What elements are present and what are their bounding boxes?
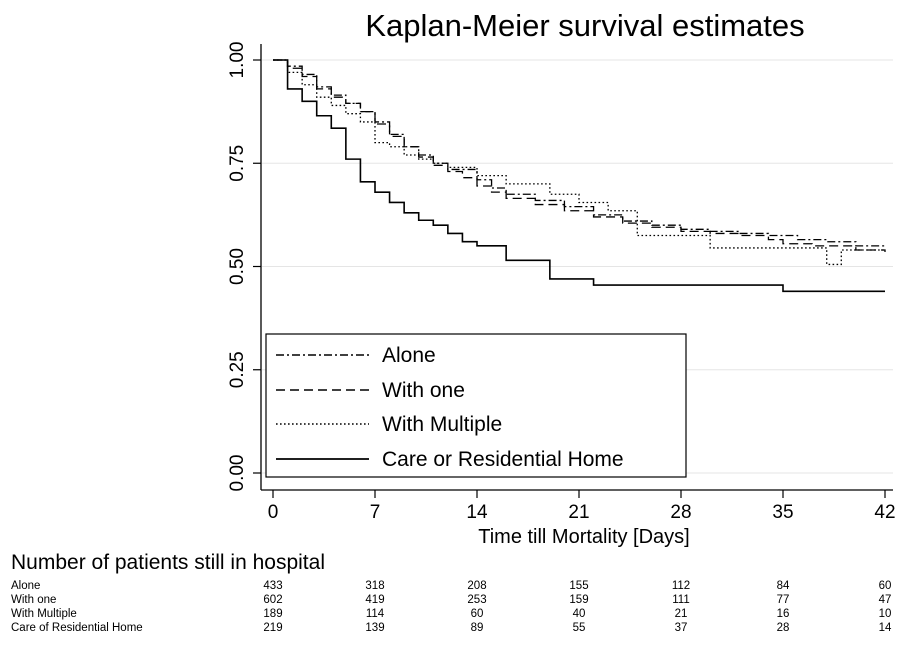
x-tick-label: 14: [466, 502, 488, 523]
km-chart: Kaplan-Meier survival estimates 0.00 0.25…: [227, 8, 896, 548]
y-tick-label: 1.00: [227, 42, 248, 79]
risk-row: Care of Residential Home 219 139 89 55 37 28 14: [0, 622, 906, 635]
risk-row-label: With Multiple: [11, 608, 77, 620]
x-tick-label: 21: [568, 502, 589, 523]
risk-cell: 37: [674, 622, 688, 634]
risk-cell: 60: [470, 608, 484, 620]
risk-cell: 433: [263, 580, 283, 592]
legend-label: With Multiple: [382, 413, 502, 436]
series-lines: [273, 59, 886, 293]
risk-cell: 16: [776, 608, 790, 620]
risk-cell: 114: [365, 608, 385, 620]
risk-cell: 10: [878, 608, 892, 620]
risk-cell: 28: [776, 622, 790, 634]
y-tick-label: 0.25: [227, 351, 248, 388]
series-line-3: [273, 59, 885, 266]
risk-cell: 189: [263, 608, 283, 620]
risk-cell: 21: [674, 608, 688, 620]
y-tick-label: 0.75: [227, 145, 248, 182]
risk-cell: 155: [569, 580, 589, 592]
risk-cell: 139: [365, 622, 385, 634]
legend-entries: Alone With one With Multiple Care or Reside…: [276, 344, 624, 471]
x-tick-label: 28: [670, 502, 691, 523]
x-axis-title: Time till Mortality [Days]: [478, 526, 690, 548]
series-line-4: [273, 59, 885, 293]
chart-title: Kaplan-Meier survival estimates: [365, 8, 804, 43]
risk-row: With Multiple 189 114 60 40 21 16 10: [0, 608, 906, 621]
y-tick-label: 0.00: [227, 455, 248, 492]
risk-table-title: Number of patients still in hospital: [11, 551, 325, 574]
axis-ticks: 0.00 0.25 0.50 0.75 1.00 0 7 14 21 28 35 42: [227, 42, 896, 523]
risk-cell: 419: [365, 594, 385, 606]
risk-cell: 60: [878, 580, 892, 592]
x-tick-label: 7: [370, 502, 381, 523]
risk-cell: 55: [572, 622, 586, 634]
risk-cell: 111: [672, 594, 690, 606]
risk-cell: 89: [470, 622, 484, 634]
y-tick-label: 0.50: [227, 248, 248, 285]
risk-cell: 112: [671, 580, 691, 592]
risk-row: With one 602 419 253 159 111 77 47: [0, 594, 906, 607]
legend: Alone With one With Multiple Care or Reside…: [265, 333, 687, 478]
series-line-2: [273, 59, 886, 253]
risk-cell: 47: [878, 594, 892, 606]
risk-cell: 159: [569, 594, 589, 606]
risk-row-label: With one: [11, 594, 57, 606]
legend-box: [265, 333, 687, 478]
risk-cell: 208: [467, 580, 487, 592]
series-line-1: [273, 59, 886, 248]
risk-cell: 84: [776, 580, 790, 592]
risk-cell: 77: [776, 594, 790, 606]
x-tick-label: 42: [874, 502, 895, 523]
risk-row-label: Alone: [11, 580, 41, 592]
risk-cell: 602: [263, 594, 283, 606]
risk-row-label: Care of Residential Home: [11, 622, 143, 634]
x-tick-label: 35: [772, 502, 793, 523]
legend-label: Alone: [382, 344, 436, 367]
legend-label: Care or Residential Home: [382, 448, 624, 471]
risk-cell: 14: [878, 622, 892, 634]
risk-cell: 318: [365, 580, 385, 592]
risk-cell: 40: [572, 608, 586, 620]
risk-table: Alone 433 318 208 155 112 84 60 With one 602 419 25…: [0, 580, 906, 650]
legend-label: With one: [382, 379, 465, 402]
risk-row: Alone 433 318 208 155 112 84 60: [0, 580, 906, 593]
risk-cell: 253: [467, 594, 487, 606]
risk-cell: 219: [263, 622, 283, 634]
x-tick-label: 0: [268, 502, 279, 523]
